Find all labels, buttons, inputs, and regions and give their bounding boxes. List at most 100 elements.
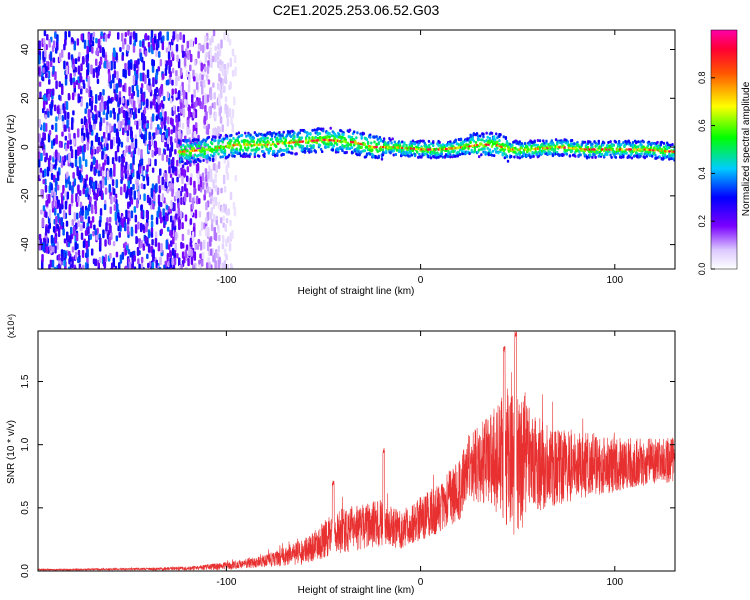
- spectrogram-cell: [151, 238, 154, 246]
- spectrogram-cell: [449, 153, 452, 157]
- spectrogram-cell: [533, 140, 536, 144]
- spectrogram-cell: [106, 105, 110, 115]
- spectrogram-cell: [175, 76, 178, 87]
- spectrogram-cell: [82, 57, 85, 65]
- spectrogram-cell: [229, 219, 232, 227]
- spectrogram-cell: [381, 153, 385, 157]
- spectrogram-cell: [77, 82, 81, 90]
- spectrogram-cell: [381, 150, 385, 154]
- spectrogram-cell: [38, 40, 41, 51]
- spectrogram-cell: [84, 159, 88, 168]
- spectrogram-cell: [222, 215, 225, 222]
- spectrogram-cell: [89, 233, 92, 240]
- spectrogram-cell: [636, 152, 639, 156]
- spectrogram-cell: [213, 101, 216, 110]
- spectrogram-cell: [71, 258, 74, 269]
- spectrogram-cell: [86, 69, 90, 76]
- spectrogram-cell: [654, 153, 657, 157]
- spectrogram-cell: [104, 254, 108, 262]
- spectrogram-cell: [191, 231, 195, 242]
- spectrogram-cell: [255, 140, 259, 144]
- spectrogram-cell: [155, 216, 159, 225]
- spectrogram-cell: [365, 138, 369, 142]
- spectrogram-y-tick-label: 20: [20, 92, 31, 104]
- spectrogram-cell: [48, 79, 51, 85]
- spectrogram-cell: [200, 142, 203, 146]
- spectrogram-cell: [633, 154, 637, 158]
- spectrogram-cell: [42, 122, 46, 132]
- spectrogram-cell: [201, 182, 205, 190]
- spectrogram-cell: [376, 137, 379, 141]
- snr-series-line: [38, 331, 675, 571]
- spectrogram-cell: [125, 245, 129, 251]
- spectrogram-cell: [164, 141, 167, 148]
- spectrogram-cell: [609, 153, 612, 157]
- spectrogram-cell: [498, 139, 501, 143]
- spectrogram-cell: [63, 60, 66, 70]
- spectrogram-cell: [165, 79, 169, 86]
- spectrogram-cell: [591, 145, 594, 149]
- spectrogram-cell: [158, 87, 162, 98]
- spectrogram-cell: [171, 51, 174, 58]
- spectrogram-cell: [129, 126, 133, 137]
- spectrogram-cell: [229, 191, 233, 201]
- spectrogram-cell: [597, 139, 601, 143]
- spectrogram-cell: [198, 97, 201, 107]
- spectrogram-cell: [154, 88, 157, 96]
- spectrogram-cell-peak: [359, 142, 362, 146]
- spectrogram-cell: [112, 240, 116, 247]
- spectrogram-cell: [189, 154, 192, 158]
- spectrogram-cell: [240, 139, 244, 143]
- spectrogram-cell: [108, 61, 111, 70]
- spectrogram-cell: [357, 147, 360, 151]
- spectrogram-cell: [50, 163, 53, 174]
- spectrogram-cell: [198, 259, 201, 265]
- spectrogram-cell: [108, 72, 111, 82]
- colorbar: 0.0 0.2 0.4 0.6 0.8 Normalized spectral ampl…: [697, 29, 750, 275]
- spectrogram-cell: [142, 175, 145, 182]
- spectrogram-cell: [252, 148, 255, 152]
- spectrogram-cell: [253, 153, 257, 157]
- spectrogram-cell: [219, 65, 222, 72]
- spectrogram-cell: [594, 155, 597, 159]
- spectrogram-cell: [472, 132, 476, 136]
- spectrogram-cell: [181, 122, 185, 130]
- spectrogram-cell: [267, 141, 270, 145]
- spectrogram-cell: [194, 108, 198, 119]
- spectrogram-cell: [115, 251, 119, 258]
- spectrogram-cell: [134, 120, 137, 126]
- spectrogram-cell: [237, 141, 241, 145]
- spectrogram-cell: [75, 232, 79, 242]
- spectrogram-cell: [38, 233, 42, 241]
- spectrogram-cell: [125, 145, 128, 153]
- spectrogram-cell: [514, 146, 517, 150]
- spectrogram-cell: [270, 132, 274, 136]
- spectrogram-cell: [291, 151, 294, 155]
- spectrogram-cell: [183, 99, 187, 106]
- spectrogram-cell-peak: [428, 148, 432, 151]
- spectrogram-cell: [181, 185, 184, 193]
- spectrogram-cell: [133, 206, 137, 213]
- spectrogram-cell: [68, 153, 71, 164]
- spectrogram-cell: [394, 152, 398, 156]
- spectrogram-cell: [122, 41, 125, 50]
- spectrogram-cell: [204, 35, 207, 43]
- spectrogram-cell: [95, 132, 99, 143]
- spectrogram-cell: [376, 150, 379, 154]
- spectrogram-cell: [55, 116, 58, 122]
- spectrogram-cell: [97, 95, 101, 101]
- spectrogram-cell: [108, 223, 112, 231]
- spectrogram-cell: [62, 184, 65, 194]
- spectrogram-cell: [74, 158, 78, 168]
- spectrogram-cell: [206, 143, 210, 147]
- spectrogram-cell: [220, 150, 223, 154]
- spectrogram-cell: [66, 171, 69, 178]
- spectrogram-cell: [155, 115, 159, 122]
- spectrogram-cell: [130, 93, 134, 99]
- spectrogram-cell: [225, 134, 229, 138]
- spectrogram-cell: [108, 236, 112, 246]
- spectrogram-cell: [132, 183, 135, 190]
- spectrogram-cell-peak: [593, 148, 596, 151]
- spectrogram-cell: [189, 64, 192, 72]
- spectrogram-cell: [67, 93, 71, 101]
